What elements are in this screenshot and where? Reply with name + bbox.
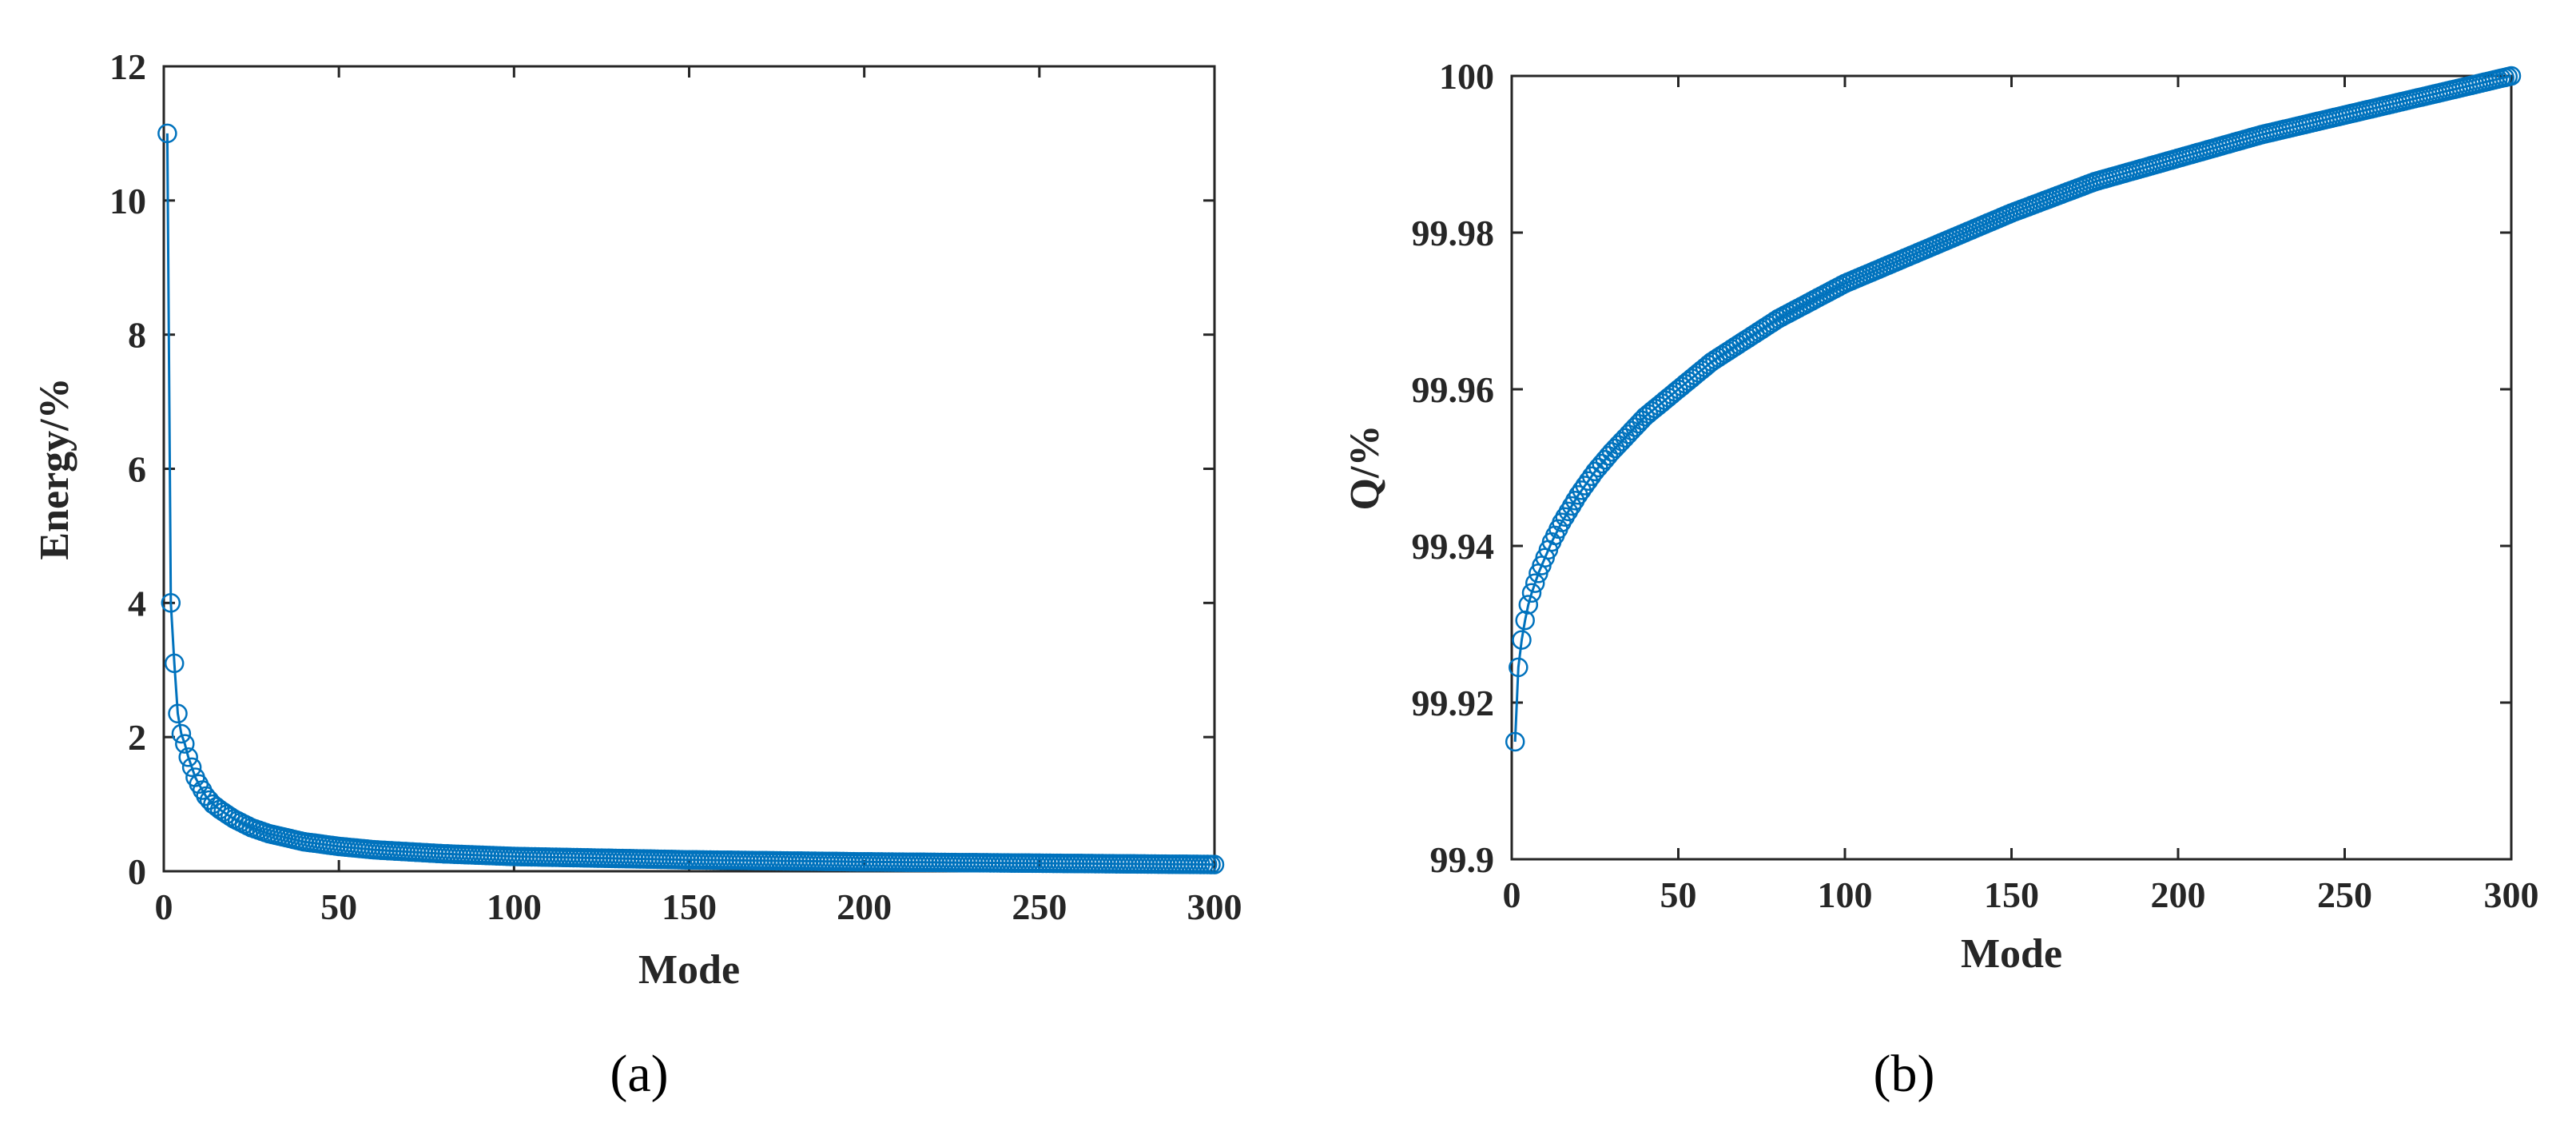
y-tick-label-a: 6 (128, 449, 146, 490)
y-tick-label-a: 4 (128, 583, 146, 623)
data-point-b (1512, 630, 1532, 650)
y-tick-label-b: 99.98 (1412, 213, 1495, 253)
data-point-a (171, 723, 192, 744)
panel-label-b: (b) (1874, 1045, 1935, 1103)
y-tick-label-b: 99.94 (1412, 526, 1495, 567)
data-point-b (1505, 731, 1525, 752)
data-point-b (1558, 501, 1579, 522)
plot-area-a (162, 65, 1216, 873)
data-point-b (1615, 428, 1636, 448)
data-point-b (1608, 435, 1628, 455)
chart-a-energy: 0 50 100 150 200 250 300 0 2 4 6 8 10 12 Mode Energy/% (… (32, 46, 1242, 1103)
data-point-a (181, 757, 202, 778)
data-point-b (1628, 413, 1648, 434)
x-tick-label-b: 300 (2484, 874, 2539, 915)
chart-b-q: 0 50 100 150 200 250 300 99.9 99.92 99.94 99.96 99.… (1342, 56, 2539, 1103)
y-tick-label-b: 99.9 (1430, 839, 1495, 880)
y-tick-label-a: 8 (128, 315, 146, 356)
data-point-b (1509, 657, 1529, 678)
data-point-a (175, 734, 195, 754)
series-line-a (165, 133, 1214, 866)
plot-area-b (1510, 74, 2513, 861)
x-tick-label-b: 200 (2151, 874, 2206, 915)
x-tick-label-a: 50 (320, 886, 357, 927)
data-point-b (1605, 438, 1625, 459)
x-tick-label-a: 250 (1012, 886, 1067, 927)
y-tick-label-a: 2 (128, 717, 146, 758)
y-tick-label-a: 10 (109, 181, 146, 221)
x-tick-label-b: 250 (2317, 874, 2372, 915)
y-tick-label-b: 99.92 (1412, 683, 1495, 723)
data-point-a (164, 653, 185, 674)
data-point-a (178, 747, 198, 767)
data-point-b (1698, 354, 1719, 375)
data-point-a (1204, 854, 1225, 874)
x-tick-label-b: 150 (1984, 874, 2039, 915)
x-tick-label-a: 150 (662, 886, 717, 927)
x-tick-label-a: 300 (1187, 886, 1242, 927)
data-point-b (1695, 357, 1715, 377)
data-point-a (168, 703, 188, 724)
data-point-b (1555, 507, 1575, 527)
data-point-b (1598, 446, 1619, 466)
data-point-b (1621, 420, 1642, 441)
data-point-b (1521, 583, 1542, 603)
x-tick-label-b: 0 (1503, 874, 1521, 915)
x-tick-label-a: 200 (837, 886, 892, 927)
data-point-b (1612, 431, 1632, 452)
x-tick-label-a: 100 (487, 886, 542, 927)
data-point-a (161, 593, 181, 613)
y-tick-label-b: 99.96 (1412, 369, 1495, 410)
data-point-b (1525, 573, 1545, 593)
data-point-b (1518, 595, 1539, 615)
data-point-b (1561, 496, 1582, 516)
data-point-b (1618, 424, 1639, 444)
y-axis-label-b: Q/% (1342, 425, 1388, 511)
x-tick-label-b: 100 (1818, 874, 1873, 915)
x-tick-label-b: 50 (1660, 874, 1697, 915)
y-tick-label-b: 100 (1439, 56, 1494, 97)
y-tick-label-a: 0 (128, 851, 146, 892)
data-point-b (1515, 610, 1535, 631)
data-point-a (157, 123, 177, 144)
panel-label-a: (a) (610, 1045, 668, 1103)
x-tick-label-a: 0 (155, 886, 173, 927)
data-point-b (1552, 512, 1572, 532)
x-axis-label-a: Mode (638, 947, 740, 993)
y-tick-label-a: 12 (109, 46, 146, 87)
data-point-b (1625, 417, 1645, 437)
data-point-b (2501, 66, 2522, 86)
data-point-b (1564, 490, 1585, 511)
x-axis-label-b: Mode (1961, 931, 2062, 977)
data-point-b (1601, 442, 1622, 462)
y-axis-label-a: Energy/% (32, 377, 78, 560)
